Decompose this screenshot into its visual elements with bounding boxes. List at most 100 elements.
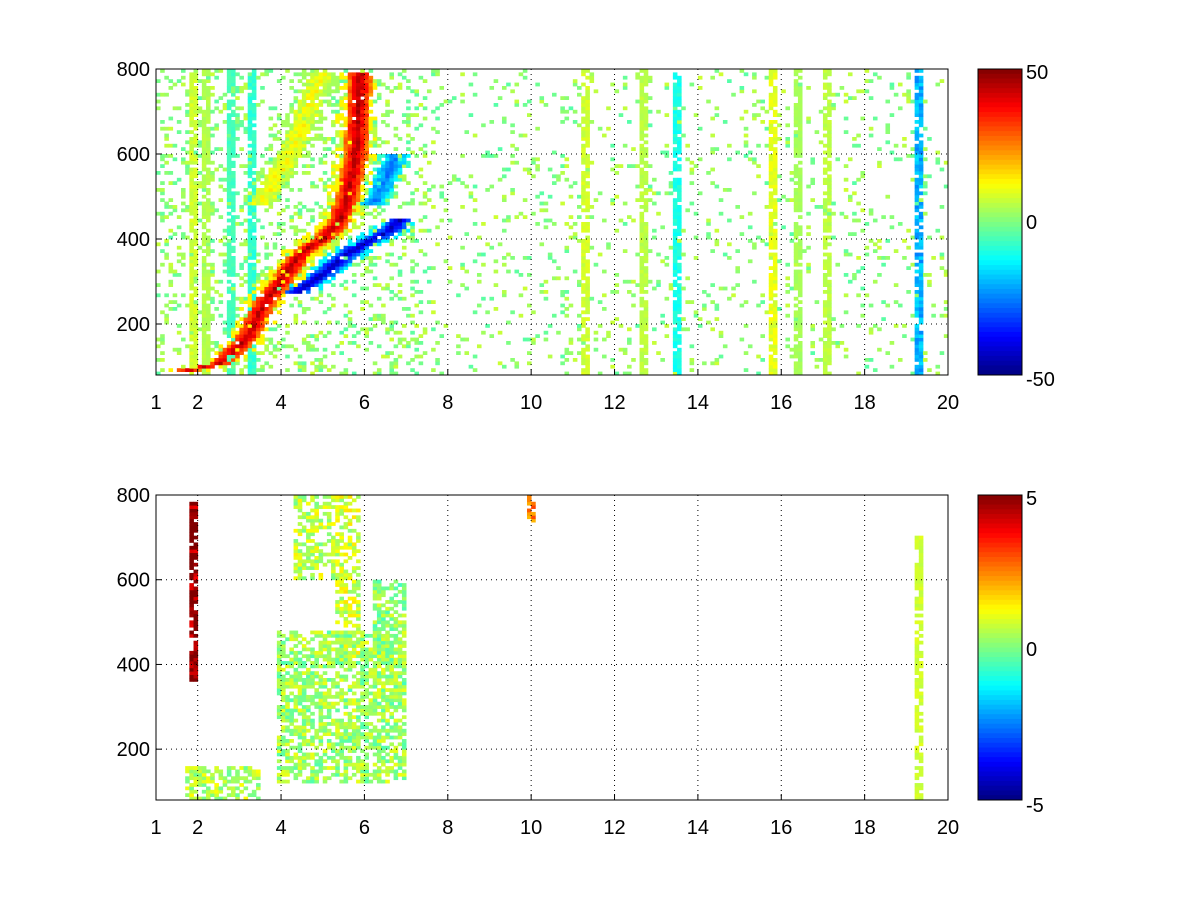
top-heatmap-cell xyxy=(301,276,307,281)
top-heatmap-cell xyxy=(235,96,240,100)
top-heatmap-cell xyxy=(281,273,286,277)
top-heatmap-cell xyxy=(743,126,749,131)
top-heatmap-cell xyxy=(193,188,199,192)
top-heatmap-cell xyxy=(372,82,378,87)
top-heatmap-cell xyxy=(222,242,228,247)
top-heatmap-cell xyxy=(251,177,257,182)
top-heatmap-cell xyxy=(414,239,420,243)
top-colorbar: 50 0 -50 xyxy=(977,62,1055,391)
top-colorbar-swatch xyxy=(978,284,1022,290)
top-heatmap-cell xyxy=(702,290,707,294)
top-heatmap-cell xyxy=(710,300,715,304)
top-heatmap-cell xyxy=(585,171,590,175)
top-heatmap-cell xyxy=(543,218,549,223)
top-heatmap-cell xyxy=(797,116,803,121)
top-heatmap-cell xyxy=(364,123,369,128)
top-heatmap-cell xyxy=(231,99,236,104)
top-heatmap-cell xyxy=(822,150,828,155)
top-heatmap-cell xyxy=(376,228,382,233)
top-heatmap-cell xyxy=(226,205,232,209)
top-heatmap-cell xyxy=(581,96,586,100)
bottom-heatmap-cell xyxy=(189,606,194,611)
top-heatmap-cell xyxy=(322,259,328,264)
top-heatmap-cell xyxy=(243,259,249,264)
top-heatmap-cell xyxy=(326,279,332,284)
top-heatmap-cell xyxy=(226,354,232,359)
top-heatmap-cell xyxy=(276,300,282,304)
top-heatmap-cell xyxy=(843,273,849,277)
top-heatmap-cell xyxy=(677,262,682,267)
top-heatmap-cell xyxy=(222,262,228,267)
top-heatmap-cell xyxy=(768,126,774,131)
top-heatmap-cell xyxy=(768,143,774,148)
top-heatmap-cell xyxy=(326,72,332,77)
top-heatmap-cell xyxy=(164,92,169,97)
top-heatmap-cell xyxy=(310,157,315,162)
top-heatmap-cell xyxy=(764,242,770,247)
top-heatmap-cell xyxy=(364,249,369,253)
top-heatmap-cell xyxy=(906,89,911,94)
top-heatmap-cell xyxy=(293,150,299,155)
top-heatmap-cell xyxy=(918,103,924,107)
top-heatmap-cell xyxy=(872,242,878,247)
top-heatmap-cell xyxy=(172,269,178,274)
top-heatmap-cell xyxy=(243,256,249,260)
top-heatmap-cell xyxy=(639,120,645,124)
top-heatmap-cell xyxy=(214,106,219,111)
top-heatmap-cell xyxy=(201,266,207,270)
top-heatmap-cell xyxy=(276,279,282,284)
top-heatmap-cell xyxy=(614,89,620,94)
top-heatmap-cell xyxy=(376,154,382,158)
top-heatmap-cell xyxy=(360,256,365,260)
top-heatmap-cell xyxy=(306,242,311,247)
top-heatmap-cell xyxy=(214,69,219,73)
top-heatmap-cell xyxy=(910,154,916,158)
top-heatmap-cell xyxy=(768,160,774,165)
top-heatmap-cell xyxy=(426,228,432,233)
top-heatmap-cell xyxy=(314,126,319,131)
top-heatmap-cell xyxy=(322,239,328,243)
top-heatmap-cell xyxy=(210,133,215,138)
bottom-heatmap-cell xyxy=(214,796,219,801)
top-heatmap-cell xyxy=(331,232,336,236)
top-heatmap-cell xyxy=(251,211,257,216)
top-heatmap-cell xyxy=(885,126,891,131)
top-heatmap-cell xyxy=(643,225,649,230)
top-heatmap-cell xyxy=(668,283,674,287)
top-heatmap-cell xyxy=(276,150,282,155)
top-heatmap-cell xyxy=(797,317,803,321)
top-heatmap-cell xyxy=(276,116,282,121)
top-heatmap-cell xyxy=(585,276,590,281)
top-heatmap-cell xyxy=(376,177,382,182)
bottom-heatmap-cell xyxy=(193,789,199,794)
top-heatmap-cell xyxy=(906,96,911,100)
top-heatmap-cell xyxy=(460,99,465,104)
top-heatmap-cell xyxy=(743,72,749,77)
top-heatmap-cell xyxy=(581,259,586,264)
top-heatmap-cell xyxy=(231,358,236,362)
top-heatmap-cell xyxy=(814,364,820,369)
top-heatmap-cell xyxy=(585,120,590,124)
top-heatmap-cell xyxy=(360,140,365,145)
top-heatmap-cell xyxy=(189,147,194,151)
top-heatmap-cell xyxy=(639,371,645,376)
top-heatmap-cell xyxy=(356,120,361,124)
top-heatmap-cell xyxy=(381,140,386,145)
top-heatmap-cell xyxy=(226,191,232,196)
top-heatmap-cell xyxy=(910,235,916,240)
top-heatmap-cell xyxy=(368,82,374,87)
top-heatmap-cell xyxy=(206,273,211,277)
top-heatmap-cell xyxy=(226,239,232,243)
top-heatmap-cell xyxy=(247,198,253,202)
top-heatmap-cell xyxy=(222,177,228,182)
top-heatmap-cell xyxy=(264,201,269,206)
top-heatmap-cell xyxy=(531,157,536,162)
top-heatmap-cell xyxy=(843,99,849,104)
top-heatmap-cell xyxy=(918,198,924,202)
top-heatmap-cell xyxy=(472,184,478,189)
top-heatmap-cell xyxy=(493,259,499,264)
top-heatmap-cell xyxy=(343,75,349,80)
top-colorbar-swatch xyxy=(978,317,1022,323)
top-heatmap-cell xyxy=(297,208,303,213)
top-heatmap-cell xyxy=(231,205,236,209)
